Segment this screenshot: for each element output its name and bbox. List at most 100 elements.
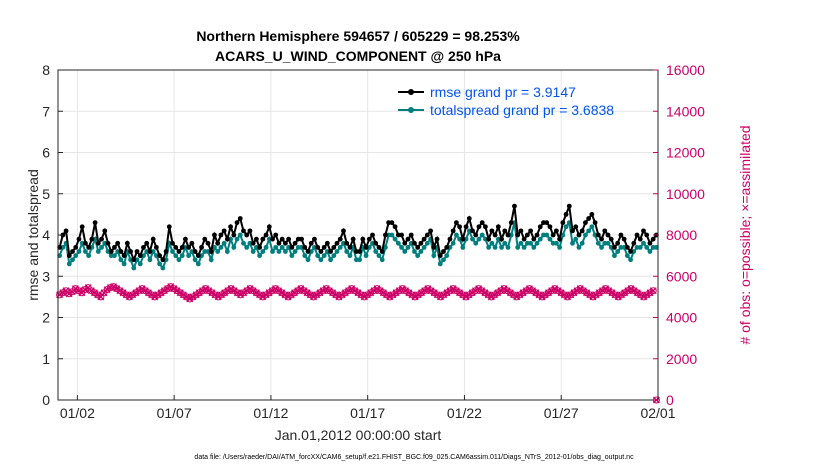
rmse-point bbox=[83, 240, 88, 246]
spread-point bbox=[583, 232, 588, 238]
rmse-point bbox=[592, 220, 598, 226]
spread-point bbox=[192, 257, 198, 263]
rmse-point bbox=[457, 224, 463, 230]
rmse-point bbox=[370, 232, 375, 238]
rmse-point bbox=[518, 228, 524, 234]
rmse-point bbox=[547, 224, 553, 230]
spread-point bbox=[415, 253, 421, 259]
rmse-point bbox=[160, 257, 166, 263]
rmse-point bbox=[486, 236, 492, 242]
obs-assimilated-marker bbox=[335, 293, 343, 301]
spread-point bbox=[260, 249, 266, 254]
obs-assimilated-marker bbox=[249, 287, 257, 295]
obs-assimilated-marker bbox=[465, 291, 473, 299]
rmse-point bbox=[373, 240, 379, 246]
obs-possible-marker bbox=[649, 287, 657, 295]
rmse-point bbox=[144, 240, 150, 246]
obs-assimilated-marker bbox=[87, 287, 95, 295]
spread-point bbox=[321, 253, 327, 259]
y2-tick-label: 2000 bbox=[666, 351, 697, 367]
spread-point bbox=[250, 249, 256, 254]
spread-point bbox=[208, 257, 214, 263]
rmse-point bbox=[286, 236, 292, 242]
obs-assimilated-marker bbox=[440, 291, 448, 299]
obs-assimilated-marker bbox=[640, 293, 648, 301]
spread-point bbox=[589, 224, 595, 230]
obs-assimilated-marker bbox=[259, 293, 267, 301]
spread-point bbox=[460, 244, 466, 250]
rmse-point bbox=[241, 228, 246, 234]
rmse-point bbox=[447, 236, 453, 242]
rmse-point bbox=[437, 253, 443, 259]
obs-assimilated-marker bbox=[475, 285, 483, 293]
spread-point bbox=[595, 240, 601, 246]
obs-assimilated-marker bbox=[256, 291, 264, 299]
obs-assimilated-marker bbox=[211, 291, 219, 299]
obs-assimilated-marker bbox=[592, 291, 600, 299]
obs-assimilated-marker bbox=[265, 289, 273, 297]
spread-point bbox=[241, 240, 246, 246]
rmse-point bbox=[141, 244, 146, 250]
rmse-point bbox=[131, 257, 137, 263]
obs-assimilated-marker bbox=[195, 289, 203, 297]
spread-point bbox=[173, 253, 179, 259]
rmse-point bbox=[195, 253, 201, 259]
rmse-point bbox=[357, 249, 363, 254]
obs-assimilated-marker bbox=[618, 291, 625, 299]
obs-assimilated-marker bbox=[183, 293, 191, 301]
obs-assimilated-marker bbox=[354, 289, 362, 297]
obs-series bbox=[56, 283, 660, 404]
rmse-point bbox=[89, 236, 95, 242]
rmse-point bbox=[512, 203, 517, 209]
obs-assimilated-marker bbox=[237, 291, 244, 299]
rmse-point bbox=[192, 249, 198, 254]
rmse-point bbox=[224, 236, 230, 242]
obs-assimilated-marker bbox=[291, 289, 298, 297]
obs-assimilated-marker bbox=[81, 286, 89, 294]
obs-assimilated-marker bbox=[345, 287, 352, 295]
rmse-point bbox=[631, 240, 637, 246]
spread-point bbox=[176, 257, 182, 263]
rmse-point bbox=[276, 240, 282, 246]
spread-point bbox=[357, 257, 363, 263]
rmse-point bbox=[557, 236, 563, 242]
obs-assimilated-marker bbox=[379, 289, 387, 297]
spread-point bbox=[402, 249, 408, 254]
obs-assimilated-marker bbox=[637, 291, 644, 299]
rmse-point bbox=[566, 203, 572, 209]
obs-assimilated-marker bbox=[545, 289, 552, 297]
rmse-point bbox=[405, 236, 411, 242]
spread-point bbox=[186, 253, 192, 259]
rmse-point bbox=[544, 220, 550, 226]
rmse-point bbox=[212, 232, 217, 238]
spread-point bbox=[195, 261, 201, 267]
obs-assimilated-marker bbox=[392, 289, 400, 297]
y2-tick-label: 14000 bbox=[666, 103, 705, 119]
rmse-point bbox=[170, 240, 175, 246]
obs-assimilated-marker bbox=[611, 291, 619, 299]
rmse-point bbox=[73, 244, 79, 250]
rmse-point bbox=[528, 228, 533, 234]
obs-assimilated-marker bbox=[294, 287, 302, 295]
spread-point bbox=[502, 240, 508, 246]
rmse-point bbox=[624, 244, 630, 250]
spread-point bbox=[476, 236, 482, 242]
obs-assimilated-marker bbox=[468, 289, 476, 297]
spread-point bbox=[421, 244, 427, 250]
obs-assimilated-marker bbox=[148, 291, 156, 299]
rmse-point bbox=[576, 232, 582, 238]
obs-assimilated-marker bbox=[218, 291, 225, 299]
y-tick-label: 1 bbox=[42, 351, 50, 367]
obs-assimilated-marker bbox=[338, 291, 346, 299]
obs-assimilated-marker bbox=[97, 293, 105, 301]
spread-point bbox=[66, 261, 72, 267]
obs-assimilated-marker bbox=[383, 291, 391, 299]
rmse-point bbox=[537, 224, 543, 230]
obs-assimilated-marker bbox=[357, 291, 365, 299]
rmse-point bbox=[76, 236, 82, 242]
y2-tick-label: 6000 bbox=[666, 268, 697, 284]
rmse-point bbox=[234, 220, 240, 226]
rmse-point bbox=[460, 236, 466, 242]
obs-assimilated-marker bbox=[408, 291, 416, 299]
spread-point bbox=[563, 224, 569, 230]
